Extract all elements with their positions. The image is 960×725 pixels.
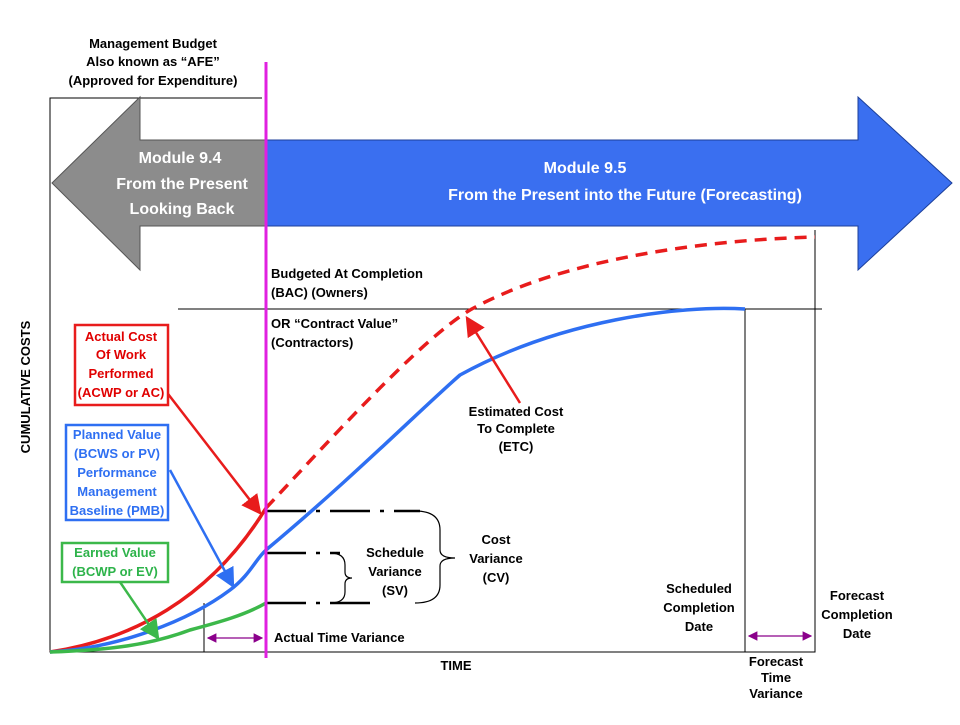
acwp-label: (ACWP or AC) bbox=[78, 385, 165, 400]
forecast-completion: Forecast bbox=[830, 588, 885, 603]
variance-lines bbox=[266, 509, 420, 605]
sv-label: (SV) bbox=[382, 583, 408, 598]
bac-label: (BAC) (Owners) bbox=[271, 285, 368, 300]
forecast-time-variance: Time bbox=[761, 670, 791, 685]
bac-label: Budgeted At Completion bbox=[271, 266, 423, 281]
actual-time-variance: Actual Time Variance bbox=[274, 630, 405, 645]
etc-label: (ETC) bbox=[499, 439, 534, 454]
bac-label: OR “Contract Value” bbox=[271, 316, 398, 331]
pv-label: Planned Value bbox=[73, 427, 161, 442]
pv-label: Baseline (PMB) bbox=[70, 503, 165, 518]
afe-label: Management Budget bbox=[89, 36, 218, 51]
cv-label: Cost bbox=[482, 532, 512, 547]
acwp-label: Of Work bbox=[96, 347, 147, 362]
ev-label: (BCWP or EV) bbox=[72, 564, 158, 579]
label-boxes bbox=[60, 323, 170, 584]
module-subtitle: From the Present bbox=[116, 176, 248, 193]
curves bbox=[49, 235, 816, 654]
pointers bbox=[118, 315, 522, 641]
module-subtitle: Looking Back bbox=[130, 201, 235, 218]
right-arrow bbox=[265, 95, 953, 272]
scheduled-completion: Scheduled bbox=[666, 581, 732, 596]
forecast-time-variance: Variance bbox=[749, 686, 803, 701]
forecast-completion: Completion bbox=[821, 607, 893, 622]
pv-label: (BCWS or PV) bbox=[74, 446, 160, 461]
sv-label: Variance bbox=[368, 564, 422, 579]
ev-label: Earned Value bbox=[74, 545, 156, 560]
etc-label: To Complete bbox=[477, 421, 555, 436]
etc-label: Estimated Cost bbox=[469, 404, 564, 419]
x-axis-label: TIME bbox=[440, 658, 471, 673]
bac-label: (Contractors) bbox=[271, 335, 353, 350]
pv-label: Management bbox=[77, 484, 157, 499]
cv-label: Variance bbox=[469, 551, 523, 566]
afe-label: (Approved for Expenditure) bbox=[68, 73, 237, 88]
scheduled-completion: Completion bbox=[663, 600, 735, 615]
acwp-label: Performed bbox=[88, 366, 153, 381]
scheduled-completion: Date bbox=[685, 619, 713, 634]
braces bbox=[329, 510, 456, 604]
cv-label: (CV) bbox=[483, 570, 510, 585]
module-title: Module 9.4 bbox=[139, 150, 222, 167]
pv-label: Performance bbox=[77, 465, 156, 480]
acwp-label: Actual Cost bbox=[85, 329, 158, 344]
time-arrows bbox=[206, 631, 813, 643]
forecast-time-variance: Forecast bbox=[749, 654, 804, 669]
sv-label: Schedule bbox=[366, 545, 424, 560]
y-axis-label: CUMULATIVE COSTS bbox=[18, 320, 33, 453]
forecast-completion: Date bbox=[843, 626, 871, 641]
module-title: Module 9.5 bbox=[544, 160, 627, 177]
afe-label: Also known as “AFE” bbox=[86, 54, 220, 69]
texts: Management Budget Also known as “AFE” (A… bbox=[18, 36, 893, 701]
module-subtitle: From the Present into the Future (Foreca… bbox=[448, 187, 802, 204]
